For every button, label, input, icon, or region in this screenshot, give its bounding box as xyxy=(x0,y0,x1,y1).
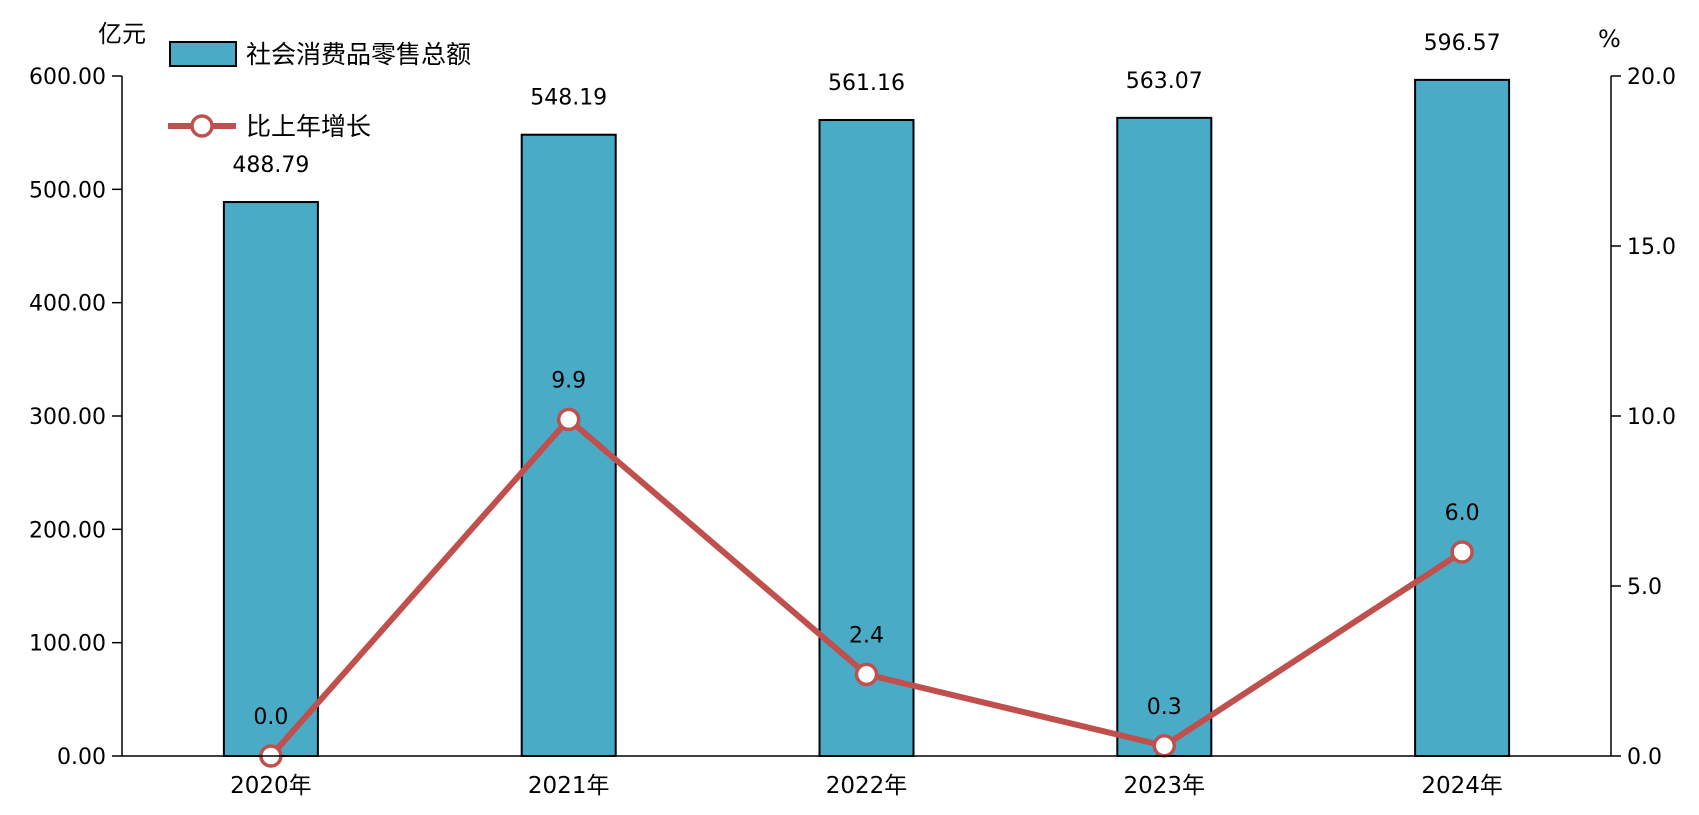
legend-bar-swatch xyxy=(169,41,237,67)
axes xyxy=(121,76,1612,757)
line-data-labels: 0.0 9.9 2.4 0.3 6.0 xyxy=(253,368,1479,730)
bar-series xyxy=(222,78,1511,758)
left-axis-ticks: 0.00 100.00 200.00 300.00 400.00 500.00 600.00 xyxy=(29,65,122,770)
right-tick-label: 15.0 xyxy=(1627,235,1676,260)
bar-value-label: 488.79 xyxy=(232,153,309,178)
bar xyxy=(818,119,915,757)
line-point xyxy=(854,662,879,687)
x-tick-label: 2022年 xyxy=(826,773,908,799)
x-axis-ticks: 2020年 2021年 2022年 2023年 2024年 xyxy=(230,773,1503,799)
right-axis-unit: % xyxy=(1598,25,1621,53)
bar xyxy=(1116,116,1213,757)
right-tick-label: 10.0 xyxy=(1627,405,1676,430)
bar-data-labels: 488.79 548.19 561.16 563.07 596.57 xyxy=(232,31,1500,178)
x-tick-label: 2024年 xyxy=(1421,773,1503,799)
line-point xyxy=(556,407,581,432)
legend-bar-label: 社会消费品零售总额 xyxy=(246,40,471,69)
right-tick-label: 5.0 xyxy=(1627,575,1662,600)
left-tick-label: 400.00 xyxy=(29,292,106,317)
legend: 社会消费品零售总额 比上年增长 xyxy=(168,40,471,141)
x-tick-label: 2020年 xyxy=(230,773,312,799)
bar-value-label: 596.57 xyxy=(1424,31,1501,56)
left-tick-label: 100.00 xyxy=(29,632,106,657)
line-value-label: 2.4 xyxy=(849,623,884,648)
right-tick-label: 20.0 xyxy=(1627,65,1676,90)
line-value-label: 6.0 xyxy=(1445,501,1480,526)
bar-value-label: 563.07 xyxy=(1126,69,1203,94)
left-tick-label: 500.00 xyxy=(29,178,106,203)
bar-value-label: 561.16 xyxy=(828,71,905,96)
x-tick-label: 2021年 xyxy=(528,773,610,799)
left-tick-label: 0.00 xyxy=(57,745,106,770)
left-tick-label: 600.00 xyxy=(29,65,106,90)
bar xyxy=(1414,78,1511,758)
left-tick-label: 300.00 xyxy=(29,405,106,430)
line-value-label: 9.9 xyxy=(551,368,586,393)
legend-line-label: 比上年增长 xyxy=(246,112,371,141)
x-tick-label: 2023年 xyxy=(1124,773,1206,799)
right-tick-label: 0.0 xyxy=(1627,745,1662,770)
line-point xyxy=(1450,540,1474,564)
right-axis-ticks: 0.0 5.0 10.0 15.0 20.0 xyxy=(1611,65,1676,770)
line-value-label: 0.0 xyxy=(253,705,288,730)
bar xyxy=(222,201,319,757)
line-series xyxy=(259,407,1474,768)
line-point xyxy=(1152,734,1177,758)
bar-value-label: 548.19 xyxy=(530,86,607,111)
left-tick-label: 200.00 xyxy=(29,518,106,543)
left-axis-unit: 亿元 xyxy=(98,20,146,48)
legend-line-marker xyxy=(190,114,214,138)
line-value-label: 0.3 xyxy=(1147,695,1182,720)
